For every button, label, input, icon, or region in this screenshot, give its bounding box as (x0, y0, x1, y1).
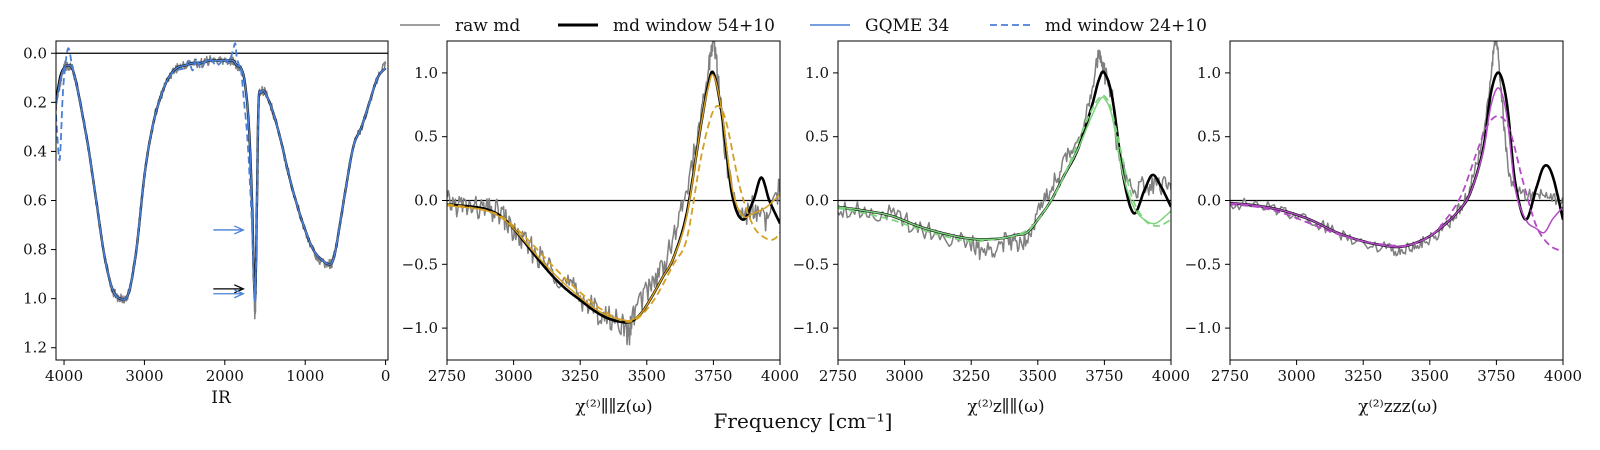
chi-par-par-z-ytick-label: 0.0 (414, 192, 438, 210)
chi-zzz-xtick-label: 3500 (1411, 367, 1449, 385)
chi-z-par-par-ytick-label: −0.5 (793, 255, 829, 273)
ir-ytick-label: 0.6 (23, 192, 47, 210)
ir-xtick-label: 1000 (286, 367, 324, 385)
chi-par-par-z-xtick-label: 4000 (761, 367, 799, 385)
legend-item: md window 54+10 (558, 16, 775, 36)
chi-zzz-ytick-label: −0.5 (1185, 255, 1221, 273)
chi-zzz-xtick-label: 2750 (1211, 367, 1249, 385)
ir-ytick-label: 0.0 (23, 44, 47, 62)
panel-ir: IR 4000 3000 2000 1000 0 0.0 0.2 0.4 0.6 0.8 1.0 1.… (23, 40, 391, 408)
panel-chi-par-par-z-xlabel: χ⁽²⁾∥∥z(ω) (575, 397, 652, 417)
chi-z-par-par-xtick-label: 3250 (952, 367, 990, 385)
chi-z-par-par-series-md-window-24-10 (838, 94, 1171, 243)
legend: raw md md window 54+10 GQME 34 md window 24… (400, 16, 1207, 36)
chi-zzz-series-md-window-24-10 (1230, 115, 1563, 253)
legend-label: GQME 34 (865, 16, 949, 36)
chi-par-par-z-ytick-label: 0.5 (414, 128, 438, 146)
legend-item: md window 24+10 (990, 16, 1207, 36)
panel-chi-par-par-z: χ⁽²⁾∥∥z(ω) 2750 3000 3250 3500 3750 4000 1.0 0.… (402, 40, 799, 417)
ir-series-md-window-24-10 (56, 42, 387, 302)
ir-xtick-label: 4000 (45, 367, 83, 385)
chi-z-par-par-ytick-label: −1.0 (793, 319, 829, 337)
chi-par-par-z-series-gqme-34 (447, 73, 780, 322)
panel-ir-xlabel: IR (211, 388, 232, 408)
chi-zzz-series-gqme-34 (1230, 87, 1563, 248)
chi-zzz-xtick-label: 3250 (1344, 367, 1382, 385)
chi-zzz-ytick-label: 1.0 (1197, 64, 1221, 82)
legend-label: raw md (455, 16, 520, 36)
legend-item: raw md (400, 16, 520, 36)
ir-ytick-label: 0.8 (23, 241, 47, 259)
chi-par-par-z-xtick-label: 3250 (561, 367, 599, 385)
ir-xtick-label: 3000 (125, 367, 163, 385)
ir-arrow-marker (213, 289, 245, 299)
chi-z-par-par-ytick-label: 1.0 (805, 64, 829, 82)
ir-ytick-label: 1.0 (23, 290, 47, 308)
panel-chi-zzz-xlabel: χ⁽²⁾zzz(ω) (1358, 397, 1437, 417)
ir-series-raw-md (56, 54, 387, 320)
chi-par-par-z-ytick-label: −0.5 (402, 255, 438, 273)
chi-par-par-z-xtick-label: 3750 (694, 367, 732, 385)
panel-chi-zzz: χ⁽²⁾zzz(ω) 2750 3000 3250 3500 3750 4000 1.0 0.… (1185, 40, 1582, 417)
ir-xtick-label: 0 (381, 367, 391, 385)
legend-label: md window 54+10 (613, 16, 775, 36)
chi-par-par-z-series-raw-md (447, 41, 780, 346)
chi-z-par-par-series-gqme-34 (838, 96, 1171, 241)
chi-z-par-par-xtick-label: 2750 (819, 367, 857, 385)
chi-zzz-series-md-window-54-10 (1230, 71, 1563, 249)
chi-par-par-z-series-md-window-24-10 (447, 105, 780, 323)
chi-z-par-par-ytick-label: 0.0 (805, 192, 829, 210)
chi-z-par-par-ytick-label: 0.5 (805, 128, 829, 146)
chi-par-par-z-xtick-label: 2750 (428, 367, 466, 385)
chi-zzz-ytick-label: 0.5 (1197, 128, 1221, 146)
chi-z-par-par-xtick-label: 4000 (1152, 367, 1190, 385)
legend-item: GQME 34 (810, 16, 949, 36)
panel-chi-z-par-par: χ⁽²⁾z∥∥(ω) 2750 3000 3250 3500 3750 4000 1.0 0.… (793, 40, 1190, 417)
ir-arrow-marker (213, 225, 245, 235)
ir-ytick-label: 0.4 (23, 142, 47, 160)
chi-z-par-par-xtick-label: 3500 (1019, 367, 1057, 385)
chi-par-par-z-xtick-label: 3500 (628, 367, 666, 385)
chi-zzz-ytick-label: −1.0 (1185, 319, 1221, 337)
chi-zzz-xtick-label: 3750 (1477, 367, 1515, 385)
chi-zzz-ytick-label: 0.0 (1197, 192, 1221, 210)
chi-zzz-xtick-label: 3000 (1278, 367, 1316, 385)
ir-ytick-label: 0.2 (23, 93, 47, 111)
chi-zzz-series-raw-md (1230, 41, 1563, 257)
chi-par-par-z-xtick-label: 3000 (495, 367, 533, 385)
chi-z-par-par-xtick-label: 3750 (1085, 367, 1123, 385)
chi-par-par-z-ytick-label: −1.0 (402, 319, 438, 337)
chi-par-par-z-series-md-window-54-10 (447, 70, 780, 324)
panel-chi-z-par-par-xlabel: χ⁽²⁾z∥∥(ω) (967, 397, 1044, 417)
ir-ytick-label: 1.2 (23, 339, 47, 357)
ir-xtick-label: 2000 (206, 367, 244, 385)
legend-label: md window 24+10 (1045, 16, 1207, 36)
chi-zzz-xtick-label: 4000 (1544, 367, 1582, 385)
chi-z-par-par-xtick-label: 3000 (886, 367, 924, 385)
chi-par-par-z-ytick-label: 1.0 (414, 64, 438, 82)
ir-frame (55, 40, 389, 361)
figure-xlabel: Frequency [cm⁻¹] (714, 409, 893, 433)
